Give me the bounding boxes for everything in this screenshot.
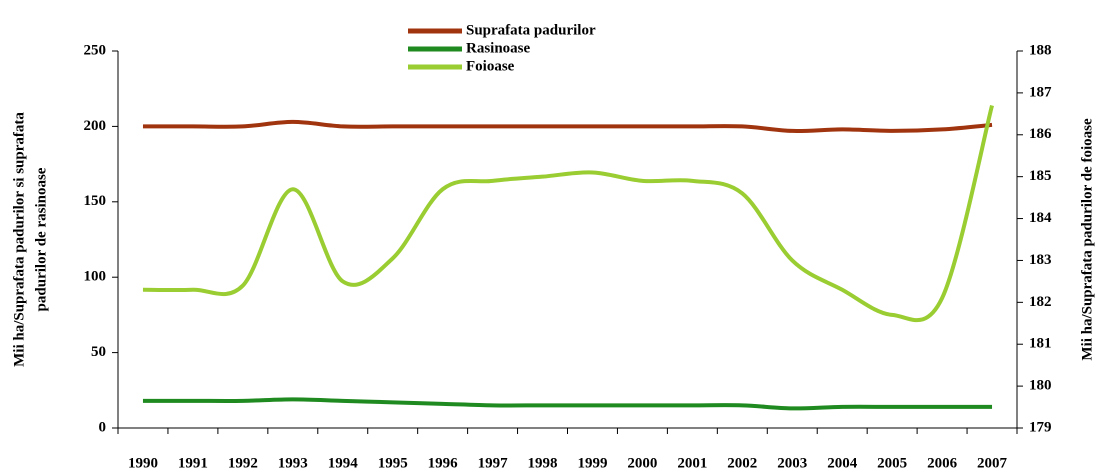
x-tick-label: 1992 (228, 455, 258, 471)
y-axis-title: padurilor de rasinoase (33, 167, 49, 311)
series-line (142, 104, 994, 322)
y2-tick-label: 187 (1029, 84, 1052, 100)
x-tick-label: 1995 (378, 455, 408, 471)
y2-tick-label: 180 (1029, 378, 1052, 394)
y-tick-label: 0 (99, 419, 107, 435)
x-tick-label: 2001 (677, 455, 707, 471)
y-tick-label: 250 (84, 42, 107, 58)
x-tick-label: 2002 (727, 455, 757, 471)
x-tick-label: 1997 (478, 455, 509, 471)
x-tick-label: 1994 (328, 455, 359, 471)
x-tick-label: 1990 (128, 455, 158, 471)
x-tick-label: 2007 (977, 455, 1008, 471)
y-tick-label: 100 (84, 269, 107, 285)
y2-tick-label: 188 (1029, 42, 1052, 58)
legend-label: Foioase (466, 58, 515, 74)
x-tick-label: 2004 (827, 455, 858, 471)
y2-tick-label: 184 (1029, 210, 1052, 226)
x-tick-label: 1993 (278, 455, 308, 471)
x-tick-label: 1991 (178, 455, 208, 471)
y2-tick-label: 185 (1029, 168, 1052, 184)
x-tick-label: 1999 (577, 455, 607, 471)
x-tick-label: 2000 (627, 455, 657, 471)
y-axis-title: Mii ha/Suprafata padurilor si suprafata (11, 112, 27, 367)
y-tick-label: 200 (84, 118, 107, 134)
series-line (142, 119, 993, 134)
series-line (142, 397, 993, 411)
x-tick-label: 1998 (528, 455, 558, 471)
x-tick-label: 2006 (927, 455, 958, 471)
x-tick-label: 2005 (877, 455, 907, 471)
x-tick-label: 1996 (428, 455, 459, 471)
legend-label: Rasinoase (466, 40, 531, 56)
y-tick-label: 150 (84, 193, 107, 209)
legend-label: Suprafata padurilor (466, 22, 596, 38)
y2-tick-label: 181 (1029, 336, 1052, 352)
y-tick-label: 50 (91, 344, 106, 360)
y2-tick-label: 186 (1029, 126, 1052, 142)
y2-tick-label: 183 (1029, 252, 1052, 268)
y2-axis-title: Mii ha/Suprafata padurilor de foioase (1079, 118, 1095, 361)
y2-tick-label: 179 (1029, 419, 1052, 435)
x-tick-label: 2003 (777, 455, 807, 471)
y2-tick-label: 182 (1029, 294, 1052, 310)
